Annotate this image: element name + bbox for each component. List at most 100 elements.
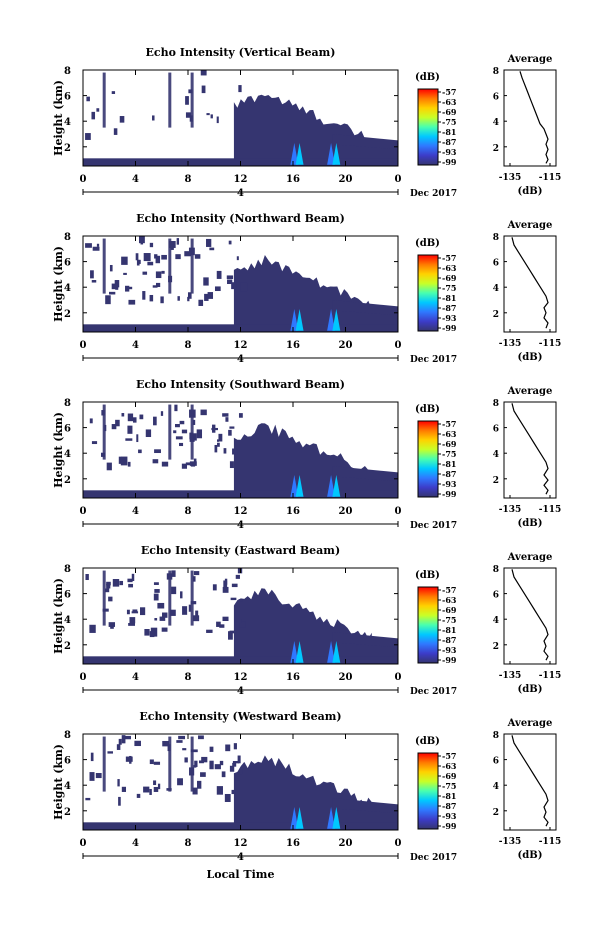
echo-speckle [189,461,197,466]
echo-speckle [201,85,206,94]
profile-x-tick-label: -135 [499,837,522,847]
echo-speckle [89,418,93,424]
colorbar-unit: (dB) [415,736,440,747]
x-tick-label: 0 [395,340,402,351]
echo-speckle [229,630,237,634]
echo-speckle [217,439,220,442]
echo-speckle [170,609,176,616]
x-tick-label: 20 [339,340,353,351]
echo-speckle [149,294,154,302]
echo-speckle [223,580,228,588]
echo-speckle [194,760,198,767]
date-label: Dec 2017 [410,853,457,863]
colorbar [417,586,439,664]
profile-x-tick-label: -115 [539,671,562,681]
echo-speckle [219,760,224,766]
echo-speckle [157,783,161,790]
echo-speckle [222,413,229,417]
echo-speckle [137,259,141,264]
profile-line [511,735,549,827]
colorbar-label: -75 [442,283,456,293]
echo-speckle [221,771,226,778]
echo-speckle [229,765,235,772]
echo-speckle [118,796,121,806]
echo-speckle [200,70,207,76]
y-tick-label: 8 [64,66,71,77]
panel-5: Echo Intensity (Westward Beam)8642Height… [52,710,561,881]
colorbar-label: -69 [442,107,457,117]
x-tick-label: 0 [80,506,87,517]
echo-rain-shaft [295,142,304,165]
y-axis-label: Height (km) [52,578,65,654]
echo-rain-shaft [327,474,335,497]
y-tick-label: 2 [64,143,71,154]
echo-speckle [145,429,152,438]
echo-field [83,735,398,830]
echo-speckle [226,275,234,280]
echo-speckle [89,624,96,633]
date-marker: 4 [237,520,244,531]
echo-field [83,70,398,166]
echo-speckle [185,112,191,118]
echo-speckle [112,579,120,587]
echo-speckle [174,423,180,428]
y-axis-label: Height (km) [52,246,65,322]
profile-x-label: (dB) [518,684,543,695]
echo-speckle [229,426,235,429]
profile-y-tick-label: 6 [493,425,499,435]
profile-x-label: (dB) [518,186,543,197]
x-tick-label: 12 [234,506,248,517]
echo-speckle [194,254,201,259]
echo-speckle [89,772,95,781]
profile-line [519,71,549,164]
y-tick-label: 4 [64,449,71,460]
echo-speckle [121,413,125,417]
colorbar-label: -87 [442,635,456,645]
echo-speckle [178,735,186,740]
date-marker: 4 [237,852,244,863]
echo-speckle [106,462,112,471]
x-tick-label: 8 [185,340,192,351]
echo-speckle [175,436,183,440]
echo-speckle [175,254,181,260]
echo-column [102,570,106,626]
echo-speckle [185,96,189,105]
profile-y-tick-label: 2 [493,808,499,818]
echo-speckle [90,752,94,762]
echo-speckle [85,797,91,801]
x-tick-label: 12 [234,174,248,185]
echo-speckle [121,256,128,265]
colorbar-label: -63 [442,97,457,107]
echo-speckle [121,735,126,744]
y-tick-label: 8 [64,232,71,243]
colorbar-label: -57 [442,253,456,263]
echo-speckle [124,735,131,740]
date-marker: 4 [237,686,244,697]
echo-speckle [160,411,164,416]
echo-speckle [155,255,161,264]
profile-x-tick-label: -135 [499,339,522,349]
echo-speckle [188,604,192,612]
x-tick-label: 16 [286,506,300,517]
echo-rain-shaft [295,806,304,829]
echo-speckle [206,238,212,247]
colorbar-label: -99 [442,323,457,333]
echo-speckle [136,434,139,443]
colorbar-label: -93 [442,811,457,821]
echo-column [102,736,106,792]
x-tick-label: 8 [185,838,192,849]
profile-frame [503,69,557,167]
echo-speckle [179,778,183,785]
echo-column [168,72,172,128]
echo-speckle [198,299,204,306]
echo-speckle [198,735,204,740]
echo-speckle [217,442,220,447]
echo-speckle [235,774,241,781]
echo-cloud [233,255,398,331]
colorbar-label: -99 [442,157,457,167]
echo-speckle [169,241,176,248]
colorbar-label: -57 [442,87,456,97]
echo-speckle [206,113,210,116]
echo-speckle [91,280,97,283]
